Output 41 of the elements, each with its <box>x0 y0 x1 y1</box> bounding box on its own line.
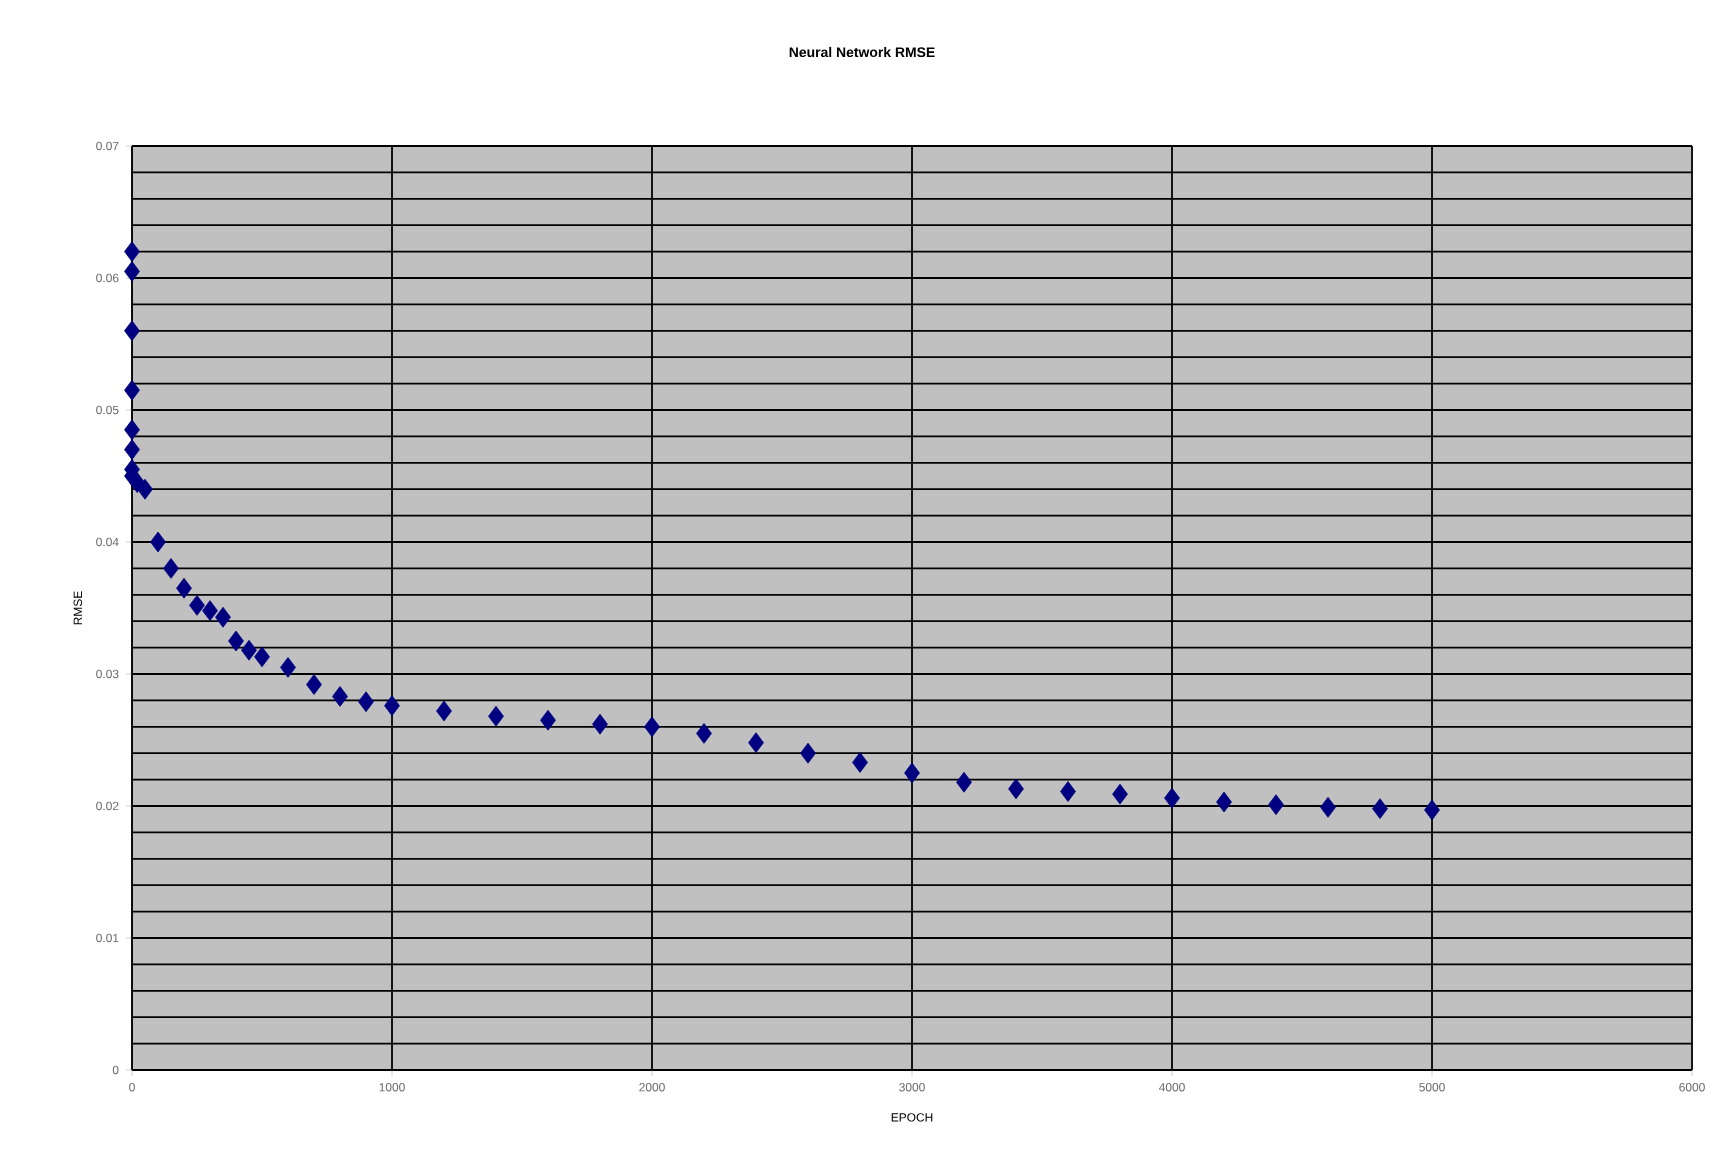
point <box>124 439 140 460</box>
point <box>124 261 140 282</box>
point <box>384 695 400 717</box>
point <box>748 732 764 754</box>
point <box>137 478 153 500</box>
point <box>1320 796 1336 818</box>
point <box>241 639 257 661</box>
point <box>644 716 660 738</box>
point <box>1424 799 1440 821</box>
point <box>1060 781 1076 802</box>
point <box>904 762 920 784</box>
point <box>202 600 218 622</box>
point <box>150 531 166 553</box>
point <box>1112 783 1128 805</box>
point <box>176 577 192 599</box>
point <box>956 771 972 793</box>
point <box>696 723 712 744</box>
point <box>254 646 270 668</box>
point <box>1008 778 1024 800</box>
point <box>436 700 452 722</box>
point <box>800 742 816 764</box>
point <box>215 606 231 628</box>
point <box>124 241 140 262</box>
point <box>1216 791 1232 813</box>
point <box>1372 798 1388 819</box>
point <box>280 657 296 678</box>
point <box>189 595 205 616</box>
point <box>358 691 374 713</box>
point <box>124 379 140 401</box>
point <box>163 558 179 579</box>
point <box>124 419 140 441</box>
point <box>540 709 556 731</box>
point <box>592 713 608 735</box>
point <box>124 320 140 342</box>
point <box>228 630 244 652</box>
point <box>306 674 322 695</box>
point <box>852 752 868 773</box>
point <box>488 705 504 727</box>
point <box>332 686 348 707</box>
point <box>1268 794 1284 816</box>
point <box>1164 787 1180 809</box>
